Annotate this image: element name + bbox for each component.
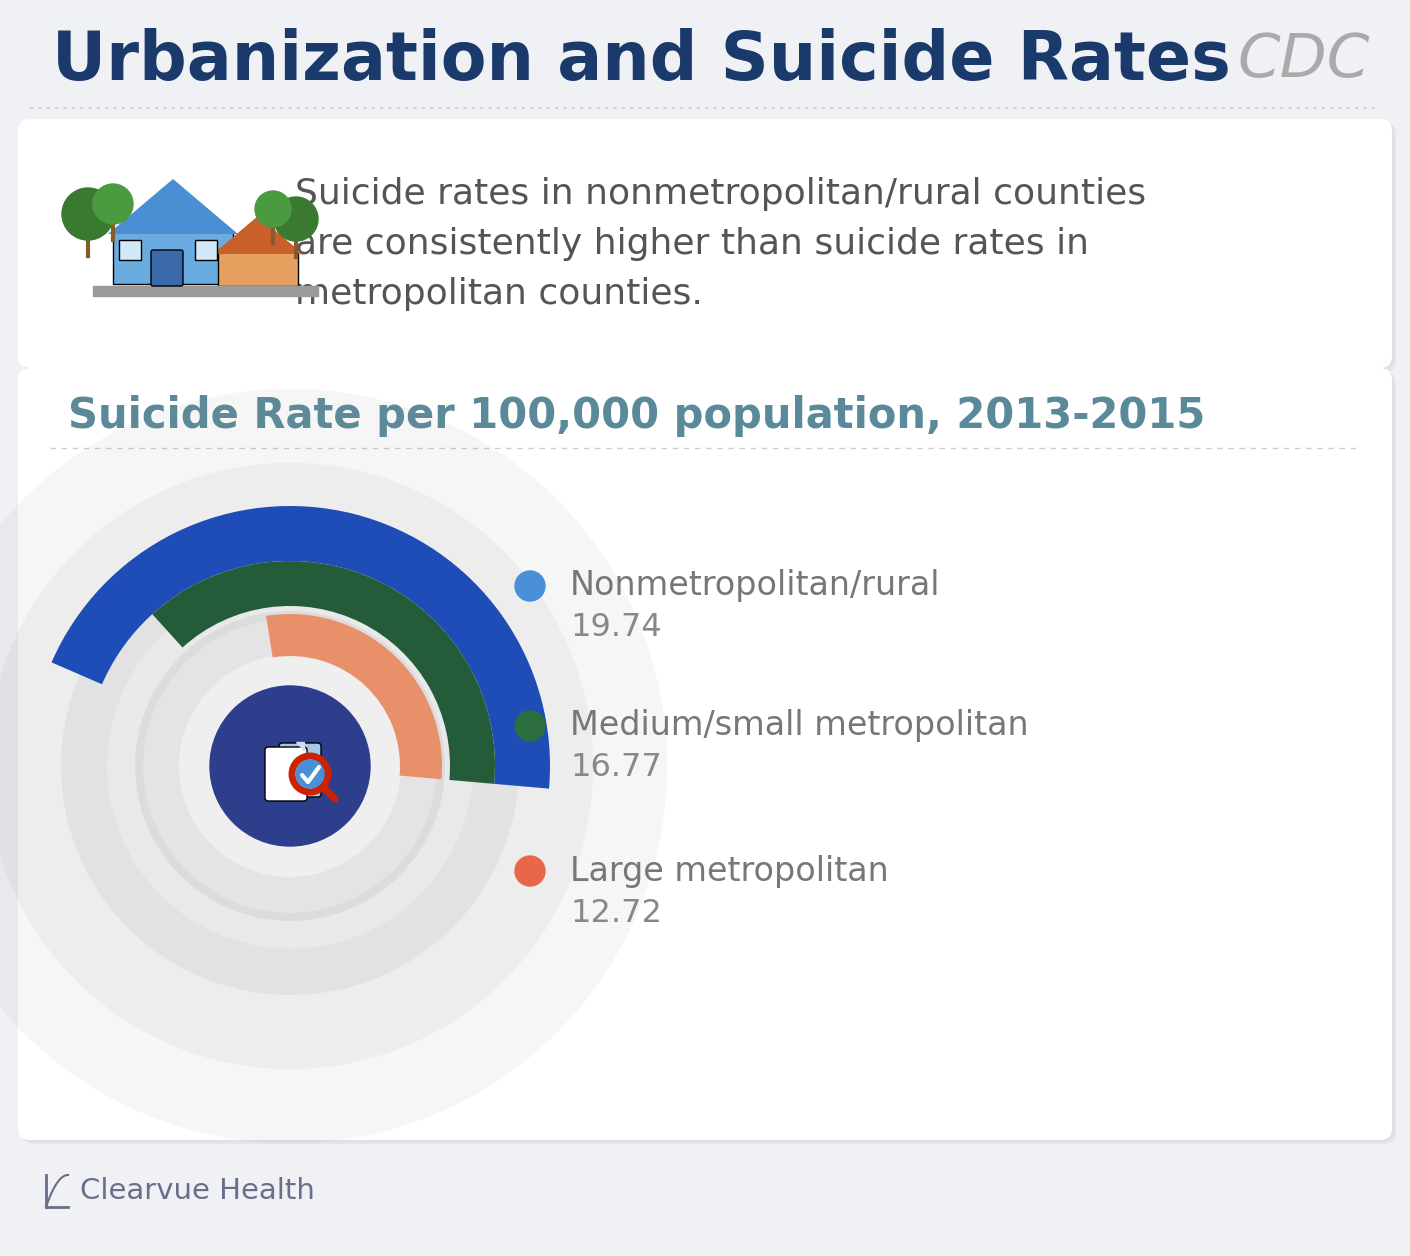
Wedge shape [266, 614, 441, 779]
Text: Large metropolitan: Large metropolitan [570, 854, 888, 888]
Text: Suicide Rate per 100,000 population, 2013-2015: Suicide Rate per 100,000 population, 201… [68, 394, 1206, 437]
FancyBboxPatch shape [18, 368, 1392, 1140]
Polygon shape [296, 742, 305, 750]
FancyBboxPatch shape [265, 747, 307, 801]
Text: 12.72: 12.72 [570, 898, 663, 929]
FancyBboxPatch shape [195, 240, 217, 260]
FancyBboxPatch shape [219, 252, 298, 286]
Circle shape [515, 571, 546, 602]
Text: 16.77: 16.77 [570, 752, 661, 784]
Circle shape [515, 857, 546, 885]
FancyBboxPatch shape [113, 232, 233, 284]
Circle shape [210, 686, 369, 847]
Text: Urbanization and Suicide Rates: Urbanization and Suicide Rates [52, 28, 1231, 94]
Circle shape [255, 191, 290, 227]
Text: Suicide rates in nonmetropolitan/rural counties
are consistently higher than sui: Suicide rates in nonmetropolitan/rural c… [295, 177, 1146, 311]
Polygon shape [213, 216, 303, 254]
FancyBboxPatch shape [151, 250, 183, 286]
Circle shape [93, 183, 133, 224]
Circle shape [62, 188, 114, 240]
FancyBboxPatch shape [20, 371, 1394, 1142]
FancyBboxPatch shape [23, 372, 1396, 1144]
Text: 19.74: 19.74 [570, 613, 661, 643]
FancyBboxPatch shape [118, 240, 141, 260]
Text: Medium/small metropolitan: Medium/small metropolitan [570, 710, 1029, 742]
Text: Nonmetropolitan/rural: Nonmetropolitan/rural [570, 569, 940, 603]
Wedge shape [52, 506, 550, 789]
Polygon shape [109, 180, 238, 234]
FancyBboxPatch shape [20, 121, 1394, 371]
Wedge shape [152, 561, 495, 784]
FancyBboxPatch shape [23, 123, 1396, 372]
Circle shape [274, 197, 319, 241]
Circle shape [515, 711, 546, 741]
FancyBboxPatch shape [18, 119, 1392, 368]
Text: Clearvue Health: Clearvue Health [80, 1177, 314, 1205]
Circle shape [296, 760, 324, 788]
Text: CDC: CDC [1238, 31, 1371, 90]
FancyBboxPatch shape [279, 744, 321, 798]
